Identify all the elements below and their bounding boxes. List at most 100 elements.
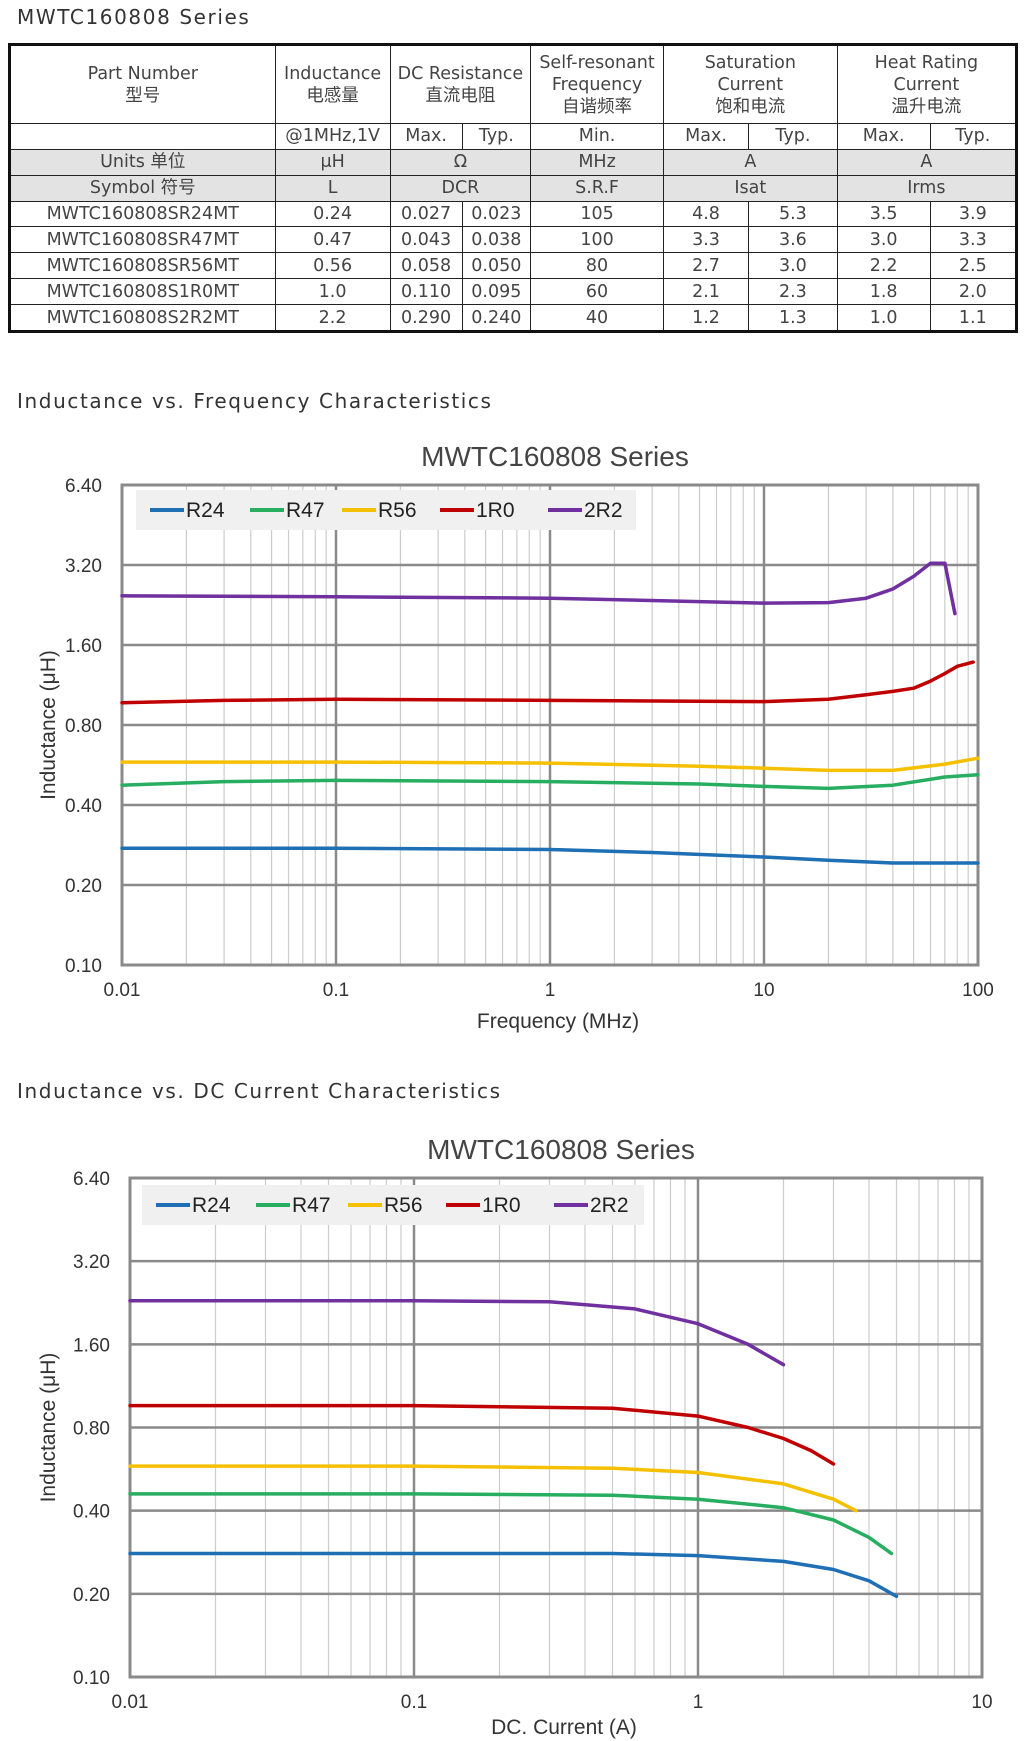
header-heat-rating-current: Heat Rating Current 温升电流: [836, 44, 1018, 124]
series-line-r47: [120, 772, 980, 791]
legend-label-r47: R47: [286, 499, 325, 522]
cell-irms-max: 3.5: [836, 200, 931, 228]
cell-irms-max: 1.0: [836, 304, 931, 332]
subheader-heat-max: Max.: [836, 123, 931, 150]
y-axis-label: Inductance (μH): [37, 1353, 60, 1503]
table-row: MWTC160808SR47MT 0.47 0.043 0.038 100 3.3 3.6 3…: [9, 226, 1018, 254]
cell-isat-typ: 3.0: [748, 252, 838, 280]
symbol-irms: Irms: [836, 174, 1018, 202]
cell-isat-max: 4.8: [662, 200, 750, 228]
symbol-dcr: DCR: [389, 174, 532, 202]
header-inductance: Inductance 电感量: [274, 44, 391, 124]
y-tick-label: 0.80: [65, 716, 102, 737]
cell-irms-typ: 3.3: [929, 226, 1018, 254]
units-inductance: μH: [274, 148, 391, 176]
series-line-1r0: [120, 660, 975, 705]
cell-isat-max: 3.3: [662, 226, 750, 254]
cell-irms-max: 1.8: [836, 278, 931, 306]
cell-dcr-max: 0.110: [389, 278, 463, 306]
units-label: Units 单位: [9, 148, 276, 176]
series-line-r56: [128, 1464, 858, 1513]
y-tick-label: 1.60: [73, 1335, 110, 1356]
cell-inductance: 0.24: [274, 200, 391, 228]
cell-isat-typ: 1.3: [748, 304, 838, 332]
cell-dcr-typ: 0.038: [461, 226, 532, 254]
cell-srf: 40: [530, 304, 664, 332]
y-tick-label: 6.40: [73, 1169, 110, 1190]
chart-title: MWTC160808 Series: [421, 441, 689, 472]
units-dcr: Ω: [389, 148, 532, 176]
table-row: MWTC160808S1R0MT 1.0 0.110 0.095 60 2.1 2.3 1.8…: [9, 278, 1018, 306]
series-line-1r0: [128, 1403, 836, 1466]
legend-label-1r0: 1R0: [476, 499, 515, 522]
spec-table: Part Number 型号 Inductance 电感量 DC Resistanc…: [8, 43, 1018, 333]
cell-irms-max: 3.0: [836, 226, 931, 254]
cell-isat-typ: 5.3: [748, 200, 838, 228]
cell-inductance: 0.56: [274, 252, 391, 280]
cell-irms-typ: 2.0: [929, 278, 1018, 306]
x-tick-label: 0.1: [401, 1692, 427, 1713]
units-row: Units 单位 μH Ω MHz A A: [9, 148, 1018, 176]
cell-part-number: MWTC160808S1R0MT: [9, 278, 276, 306]
cell-irms-max: 2.2: [836, 252, 931, 280]
symbol-row: Symbol 符号 L DCR S.R.F Isat Irms: [9, 174, 1018, 202]
units-srf: MHz: [530, 148, 664, 176]
symbol-srf: S.R.F: [530, 174, 664, 202]
cell-irms-typ: 2.5: [929, 252, 1018, 280]
symbol-inductance: L: [274, 174, 391, 202]
cell-isat-typ: 3.6: [748, 226, 838, 254]
x-tick-label: 0.01: [112, 1692, 149, 1713]
cell-dcr-max: 0.027: [389, 200, 463, 228]
cell-irms-typ: 3.9: [929, 200, 1018, 228]
cell-inductance: 1.0: [274, 278, 391, 306]
symbol-isat: Isat: [662, 174, 838, 202]
legend-box: [142, 1185, 644, 1225]
y-axis-label: Inductance (μH): [37, 650, 60, 800]
cell-dcr-typ: 0.240: [461, 304, 532, 332]
plot-area-border: [120, 483, 980, 967]
series-line-2r2: [120, 561, 957, 616]
units-irms: A: [836, 148, 1018, 176]
legend-label-r56: R56: [384, 1194, 423, 1217]
table-row: MWTC160808S2R2MT 2.2 0.290 0.240 40 1.2 1.3 1.0…: [9, 304, 1018, 332]
subheader-srf-min: Min.: [530, 123, 664, 150]
cell-part-number: MWTC160808S2R2MT: [9, 304, 276, 332]
cell-dcr-max: 0.058: [389, 252, 463, 280]
series-line-r24: [120, 846, 980, 865]
cell-srf: 100: [530, 226, 664, 254]
y-tick-label: 0.40: [65, 796, 102, 817]
cell-isat-max: 1.2: [662, 304, 750, 332]
y-tick-label: 3.20: [65, 556, 102, 577]
cell-isat-max: 2.7: [662, 252, 750, 280]
subheader-blank: [9, 123, 276, 150]
cell-dcr-max: 0.290: [389, 304, 463, 332]
current-section-title: Inductance vs. DC Current Characteristic…: [17, 1079, 502, 1103]
cell-part-number: MWTC160808SR47MT: [9, 226, 276, 254]
cell-srf: 80: [530, 252, 664, 280]
chart-title: MWTC160808 Series: [427, 1134, 695, 1165]
cell-dcr-typ: 0.050: [461, 252, 532, 280]
subheader-condition: @1MHz,1V: [274, 123, 391, 150]
legend-label-r56: R56: [378, 499, 417, 522]
x-axis-label: DC. Current (A): [491, 1716, 637, 1739]
legend-label-r24: R24: [192, 1194, 231, 1217]
table-section-title: MWTC160808 Series: [17, 5, 251, 29]
x-tick-label: 10: [971, 1692, 992, 1713]
cell-irms-typ: 1.1: [929, 304, 1018, 332]
series-line-r56: [120, 756, 980, 773]
subheader-heat-typ: Typ.: [929, 123, 1018, 150]
frequency-section-title: Inductance vs. Frequency Characteristics: [17, 389, 493, 413]
cell-srf: 105: [530, 200, 664, 228]
cell-dcr-typ: 0.095: [461, 278, 532, 306]
x-tick-label: 1: [693, 1692, 704, 1713]
y-tick-label: 6.40: [65, 476, 102, 497]
y-tick-label: 1.60: [65, 636, 102, 657]
legend-box: [136, 490, 636, 530]
x-tick-label: 100: [962, 980, 994, 1001]
y-tick-label: 0.80: [73, 1419, 110, 1440]
series-line-r47: [128, 1492, 894, 1556]
units-isat: A: [662, 148, 838, 176]
series-line-r24: [128, 1551, 899, 1599]
y-tick-label: 0.10: [73, 1668, 110, 1689]
y-tick-label: 0.20: [73, 1585, 110, 1606]
